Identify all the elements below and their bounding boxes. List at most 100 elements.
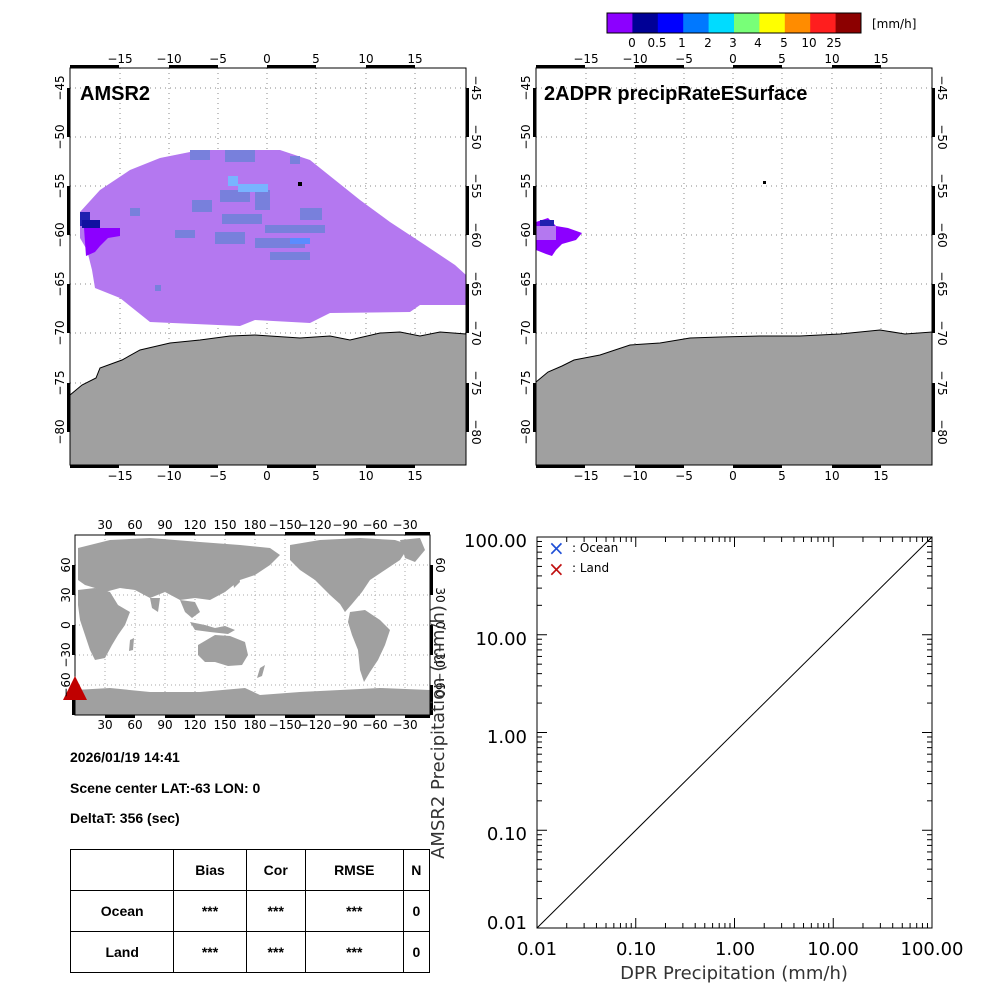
colorbar-swatches — [607, 13, 862, 33]
scatter-plot: 100.00 10.00 1.00 0.10 0.01 0.01 0.10 1.… — [428, 531, 963, 984]
lat-tick-label: −60 — [519, 222, 533, 247]
lat-tick-label: −55 — [935, 173, 949, 198]
table-header-cell: RMSE — [304, 849, 404, 891]
colorbar-swatch — [657, 13, 684, 33]
continents — [75, 538, 430, 715]
y-tick-label: 10.00 — [475, 629, 527, 650]
lon-tick-label: 30 — [97, 518, 112, 532]
y-tick-label: 100.00 — [464, 531, 527, 552]
lon-tick-label: 5 — [312, 52, 320, 66]
scene-center-text: Scene center LAT:-63 LON: 0 — [70, 780, 261, 796]
lat-tick-label: 60 — [59, 557, 73, 572]
lat-tick-label: −65 — [935, 271, 949, 296]
table-cell: Ocean — [69, 890, 175, 932]
x-axis-title: DPR Precipitation (mm/h) — [620, 963, 848, 984]
lon-tick-label: 15 — [873, 52, 888, 66]
colorbar-tick-label: 1 — [678, 36, 686, 50]
lon-tick-label: 10 — [824, 52, 839, 66]
deltat-text: DeltaT: 356 (sec) — [70, 810, 180, 826]
lat-tick-label: −80 — [935, 419, 949, 444]
lon-tick-label: 180 — [244, 518, 267, 532]
lon-tick-label: 5 — [778, 52, 786, 66]
y-tick-label: 1.00 — [487, 727, 527, 748]
lat-tick-label: −70 — [53, 320, 67, 345]
y-tick-label: 0.01 — [487, 913, 527, 934]
colorbar-tick-label: 25 — [826, 36, 841, 50]
lon-tick-label: 15 — [407, 52, 422, 66]
lat-tick-label: −50 — [53, 124, 67, 149]
colorbar-swatch — [784, 13, 811, 33]
lon-tick-label: −10 — [156, 52, 181, 66]
lon-tick-label: 10 — [358, 469, 373, 483]
precip-moderate-patches — [228, 176, 310, 244]
lat-tick-label: −30 — [59, 642, 73, 667]
lon-tick-label: 150 — [214, 518, 237, 532]
colorbar-tick-label: 10 — [801, 36, 816, 50]
table-header-row: Bias Cor RMSE N — [69, 849, 431, 891]
colorbar-tick-label: 2 — [704, 36, 712, 50]
lon-tick-label: 90 — [157, 518, 172, 532]
table-cell: *** — [173, 931, 247, 973]
table-header-cell: Cor — [245, 849, 306, 891]
lat-tick-label: −45 — [935, 75, 949, 100]
colorbar-tick-label: 0.5 — [647, 36, 666, 50]
lon-tick-label: 0 — [263, 52, 271, 66]
colorbar-unit: [mm/h] — [872, 17, 916, 31]
lat-tick-label: 0 — [433, 621, 447, 629]
precip-light-patches — [130, 150, 325, 291]
colorbar-tick-label: 3 — [729, 36, 737, 50]
legend-land-marker: × — [548, 557, 565, 581]
legend-ocean-label: : Ocean — [572, 541, 618, 555]
map-border-bars — [67, 65, 469, 468]
colorbar-tick-label: 5 — [780, 36, 788, 50]
y-tick-label: 0.10 — [487, 824, 527, 845]
colorbar-swatch — [734, 13, 760, 33]
lat-tick-label: −60 — [53, 222, 67, 247]
table-cell: *** — [245, 931, 306, 973]
lon-tick-label: −30 — [392, 518, 417, 532]
lat-tick-label: −55 — [469, 173, 483, 198]
lon-tick-label: −10 — [156, 469, 181, 483]
lon-tick-label: 90 — [157, 718, 172, 732]
dpr-precip-patch — [536, 181, 766, 256]
lon-tick-label: 0 — [729, 52, 737, 66]
lon-tick-label: 120 — [184, 518, 207, 532]
lon-tick-label: −5 — [675, 469, 693, 483]
map-amsr2: AMSR2 −15 −10 −5 0 5 10 15 −15 −10 −5 0 … — [53, 52, 483, 483]
colorbar-swatch — [632, 13, 659, 33]
lon-tick-label: −10 — [622, 52, 647, 66]
lon-tick-label: 150 — [214, 718, 237, 732]
x-tick-label: 1.00 — [715, 939, 755, 960]
table-cell: 0 — [402, 931, 431, 973]
lat-tick-label: 30 — [59, 587, 73, 602]
lat-tick-label: −80 — [469, 419, 483, 444]
precip-heavy-west — [80, 212, 120, 256]
legend: × : Ocean × : Land — [548, 536, 618, 581]
colorbar-swatch — [835, 13, 862, 33]
lat-tick-label: 30 — [433, 587, 447, 602]
lat-tick-label: −80 — [53, 419, 67, 444]
lon-tick-label: −15 — [107, 469, 132, 483]
map-border-bars — [72, 532, 433, 718]
lon-tick-label: −60 — [362, 518, 387, 532]
lon-tick-label: −5 — [675, 52, 693, 66]
colorbar-tick-label: 4 — [754, 36, 762, 50]
lat-tick-label: −45 — [469, 75, 483, 100]
lat-tick-label: −30 — [433, 642, 447, 667]
lon-tick-label: 10 — [358, 52, 373, 66]
lon-tick-label: −120 — [299, 518, 332, 532]
lon-tick-label: 30 — [97, 718, 112, 732]
table-header-cell: N — [402, 849, 431, 891]
lat-tick-label: −55 — [53, 173, 67, 198]
lat-tick-label: 0 — [59, 621, 73, 629]
table-row: Ocean *** *** *** 0 — [69, 890, 431, 932]
x-tick-label: 100.00 — [901, 939, 964, 960]
lat-tick-label: −75 — [53, 370, 67, 395]
one-to-one-line — [536, 536, 933, 929]
lat-tick-label: −60 — [935, 222, 949, 247]
lat-tick-label: −50 — [469, 124, 483, 149]
lon-tick-label: 10 — [824, 469, 839, 483]
table-header-cell — [69, 849, 175, 891]
lat-tick-label: −45 — [519, 75, 533, 100]
